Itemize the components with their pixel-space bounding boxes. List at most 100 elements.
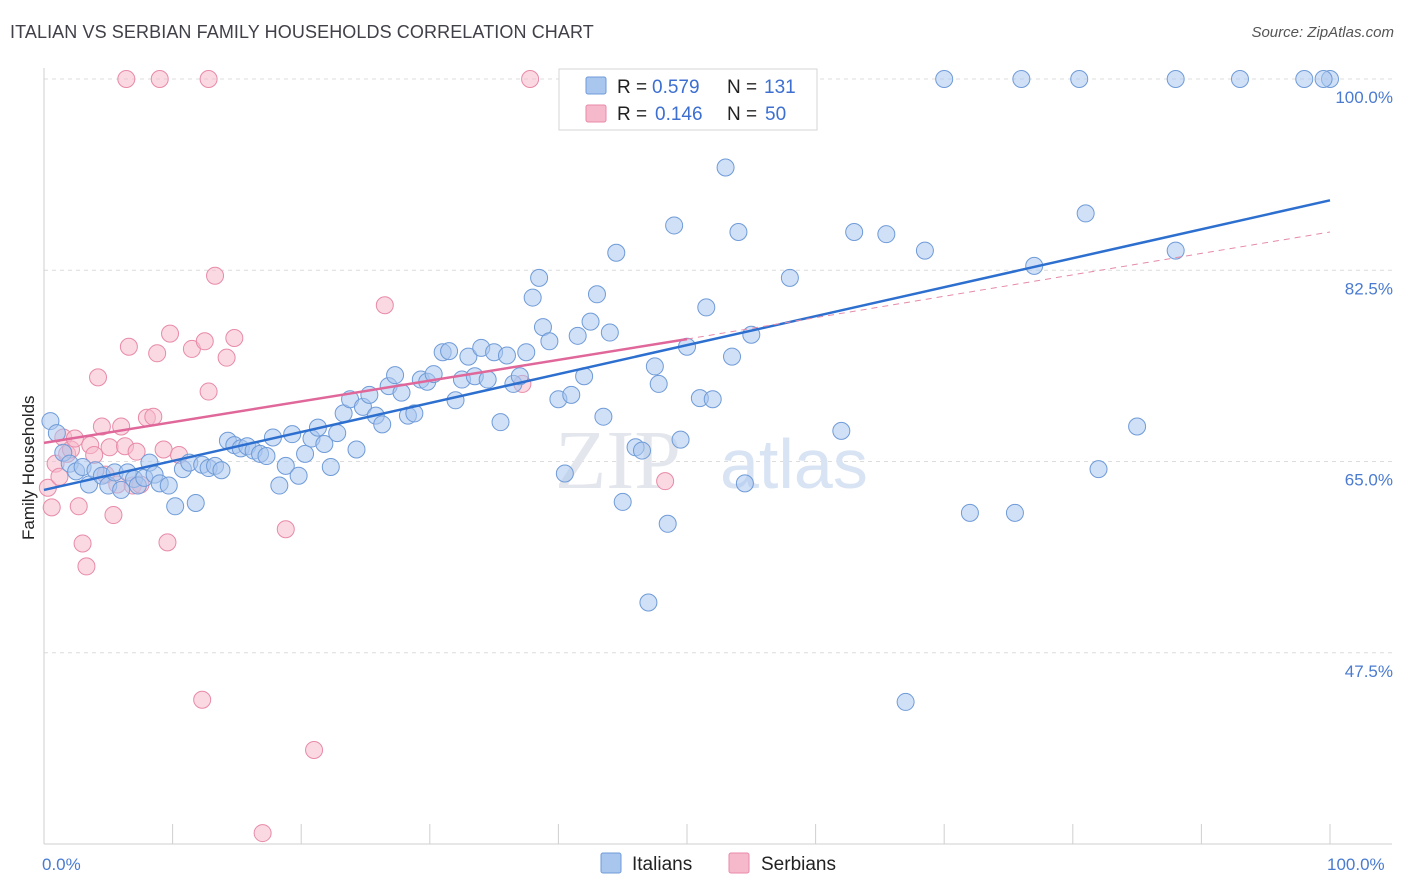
italians-point-19	[159, 476, 178, 495]
italians-point-127	[935, 70, 954, 88]
italians-point-78	[540, 332, 559, 351]
y-tick-label-3: 100.0%	[1335, 88, 1393, 107]
serbians-point-28	[154, 440, 173, 459]
italians-point-85	[587, 285, 606, 304]
serbians-point-34	[195, 332, 214, 351]
serbians-point-27	[148, 344, 167, 363]
italians-point-102	[716, 158, 735, 177]
italians-point-65	[459, 347, 478, 366]
italians-point-11	[112, 480, 131, 499]
italians-point-110	[877, 225, 896, 244]
serbians-point-21	[119, 337, 138, 356]
serbians-point-39	[253, 824, 272, 843]
italians-point-81	[562, 385, 581, 404]
italians-point-82	[568, 326, 587, 345]
italians-point-126	[1012, 70, 1031, 88]
italians-point-48	[347, 440, 366, 459]
serbians-point-40	[276, 520, 295, 539]
italians-point-88	[607, 243, 626, 262]
italians-point-20	[166, 497, 185, 516]
italians-point-117	[1089, 460, 1108, 479]
italians-point-86	[594, 407, 613, 426]
serbians-point-46	[150, 70, 169, 88]
italians-point-111	[896, 692, 915, 711]
italians-point-84	[581, 312, 600, 331]
serbians-point-37	[217, 348, 236, 367]
italians-point-76	[530, 268, 549, 287]
serbians-point-44	[656, 472, 675, 491]
x-tick-max: 100.0%	[1327, 855, 1385, 874]
italians-point-75	[523, 288, 542, 307]
serbians-point-29	[158, 533, 177, 552]
serbians-point-48	[521, 70, 540, 88]
y-tick-labels: 47.5% 65.0% 82.5% 100.0%	[1335, 88, 1393, 681]
source-label: Source: ZipAtlas.com	[1251, 24, 1394, 41]
italians-point-57	[405, 404, 424, 423]
italians-point-39	[289, 466, 308, 485]
bottom-legend: Italians Serbians	[600, 852, 836, 875]
serbians-point-30	[161, 324, 180, 343]
italians-point-93	[645, 357, 664, 376]
italians-point-91	[632, 441, 651, 460]
stats-n-label-serbians: N =	[727, 104, 757, 125]
serbians-point-36	[206, 266, 225, 285]
italians-point-52	[373, 415, 392, 434]
italians-point-71	[497, 346, 516, 365]
italians-point-40	[296, 444, 315, 463]
stats-n-value-serbians: 50	[765, 104, 786, 125]
stats-n-value-italians: 131	[764, 77, 796, 98]
italians-point-114	[1005, 503, 1024, 522]
x-tick-min: 0.0%	[42, 855, 81, 874]
legend-swatch-italians	[600, 852, 622, 874]
italians-point-103	[723, 347, 742, 366]
italians-point-36	[270, 476, 289, 495]
italians-point-96	[665, 216, 684, 235]
serbians-point-8	[69, 497, 88, 516]
italians-point-73	[510, 367, 529, 386]
stats-swatch-serbians	[585, 104, 607, 123]
italians-point-23	[186, 494, 205, 513]
serbians-point-26	[144, 407, 163, 426]
italians-point-105	[735, 474, 754, 493]
stats-r-value-italians: 0.579	[652, 77, 700, 98]
italians-point-104	[729, 223, 748, 241]
italians-point-92	[639, 593, 658, 612]
stats-swatch-italians	[585, 76, 607, 95]
serbians-point-14	[92, 417, 111, 436]
italians-point-54	[386, 366, 405, 385]
italians-point-118	[1128, 417, 1147, 436]
legend-label-italians: Italians	[632, 854, 692, 875]
serbians-point-47	[199, 70, 218, 88]
watermark: ZIP atlas	[555, 414, 868, 507]
italians-point-27	[212, 461, 231, 480]
italians-point-68	[478, 370, 497, 389]
y-tick-label-1: 65.0%	[1345, 471, 1393, 490]
serbians-point-17	[104, 506, 123, 525]
serbians-point-45	[117, 70, 136, 88]
stats-legend: R = 0.579 N = 131 R = 0.146 N = 50	[558, 68, 818, 131]
italians-point-62	[440, 342, 459, 361]
serbians-trend-extension	[686, 231, 1331, 340]
serbians-point-16	[100, 438, 119, 457]
serbians-point-9	[73, 534, 92, 553]
serbians-point-10	[77, 557, 96, 576]
italians-point-70	[491, 413, 510, 432]
serbians-point-33	[193, 690, 212, 709]
italians-point-63	[446, 391, 465, 410]
italians-point-125	[1070, 70, 1089, 88]
watermark-zip: ZIP	[555, 414, 681, 507]
italians-point-113	[960, 503, 979, 522]
serbians-point-1	[42, 498, 61, 517]
serbians-point-42	[375, 296, 394, 315]
chart-title: ITALIAN VS SERBIAN FAMILY HOUSEHOLDS COR…	[10, 22, 594, 42]
y-tick-label-2: 82.5%	[1345, 279, 1393, 298]
serbians-trend-line	[43, 337, 688, 445]
trend-lines	[43, 199, 1331, 492]
italians-point-121	[1314, 70, 1333, 88]
y-axis-label: Family Households	[19, 395, 38, 540]
legend-label-serbians: Serbians	[761, 854, 836, 875]
italians-point-112	[915, 241, 934, 260]
serbians-point-38	[225, 329, 244, 348]
series-italians	[41, 70, 1339, 711]
